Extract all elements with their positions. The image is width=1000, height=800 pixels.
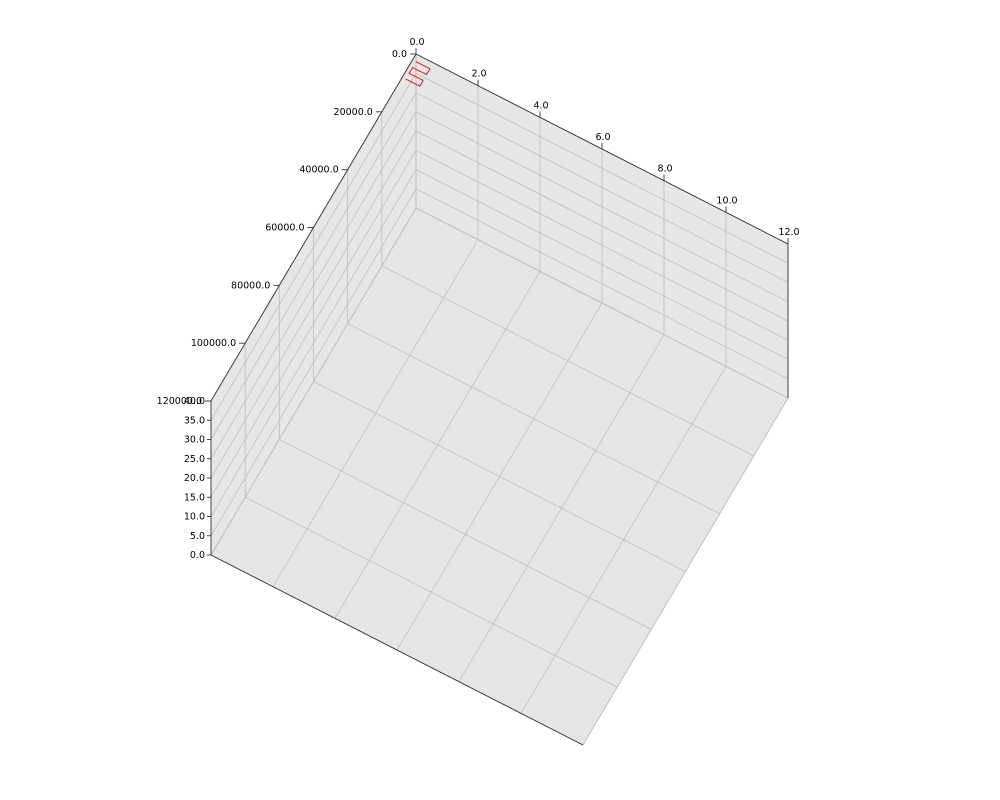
z-grid-side-6 [210,92,417,440]
z-grid-side-2 [210,169,417,517]
z-grid-side-3 [210,150,417,498]
x-tick-label-0: 0.0 [409,37,424,48]
z-grid-back-6 [415,92,789,283]
chart-series [405,61,431,87]
x-tick-label-5: 10.0 [716,195,737,206]
x-tick-label-6: 12.0 [778,227,799,238]
y-tick-label-3: 60000.0 [265,223,304,234]
z-tick-label-4: 20.0 [184,473,205,484]
z-grid-side-7 [210,73,417,421]
z-tick-label-6: 30.0 [184,435,205,446]
x-tick-label-1: 2.0 [471,69,486,80]
chart-gridlines [210,53,789,746]
y-tick-label-5: 100000.0 [191,338,236,349]
z-tick-label-1: 5.0 [190,531,205,542]
z-tick-label-5: 25.0 [184,454,205,465]
x-tick-label-3: 6.0 [595,132,610,143]
y-grid-floor-3 [313,381,686,572]
z-tick-label-8: 40.0 [184,396,205,407]
y-grid-floor-2 [347,323,720,515]
y-grid-floor-1 [381,265,755,457]
x-tick-label-2: 4.0 [533,100,548,111]
z-grid-side-0 [210,207,417,556]
z-grid-side-5 [210,111,417,459]
y-grid-floor-5 [244,496,618,688]
z-grid-back-7 [415,72,789,264]
y-tick-label-1: 20000.0 [334,107,373,118]
z-tick-label-0: 0.0 [190,550,205,561]
z-grid-side-4 [210,130,417,479]
x-tick-label-4: 8.0 [657,164,672,175]
front-edge [210,554,584,746]
series-line-0 [405,61,431,87]
y-tick-label-6: 120000.0 [157,396,202,407]
chart-ticks: 0.0 2.0 4.0 6.0 8.0 10.0 12.0 0.0 20000.0 40000.0… [157,37,800,561]
z-grid-back-5 [415,111,789,303]
z-grid-back-2 [415,169,789,360]
z-tick-label-3: 15.0 [184,492,205,503]
chart-panes [210,52,789,746]
z-grid-back-0 [415,207,789,399]
z-tick-label-2: 10.0 [184,512,205,523]
y-grid-floor-4 [279,438,652,630]
y-tick-label-4: 80000.0 [231,280,270,291]
y-tick-label-0: 0.0 [392,49,407,60]
z-grid-back-4 [415,130,789,322]
z-grid-side-1 [210,188,417,536]
z-grid-back-1 [415,188,789,380]
z-grid-back-3 [415,149,789,341]
y-tick-label-2: 40000.0 [299,165,338,176]
z-tick-label-7: 35.0 [184,415,205,426]
